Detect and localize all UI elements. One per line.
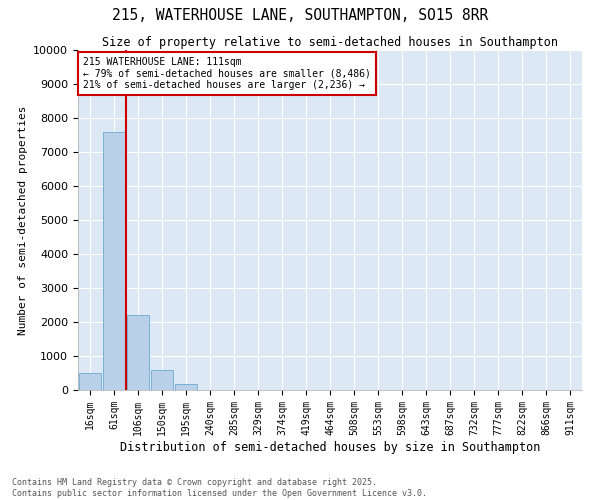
Bar	[151, 370, 173, 390]
Bar	[79, 373, 101, 390]
Text: 215, WATERHOUSE LANE, SOUTHAMPTON, SO15 8RR: 215, WATERHOUSE LANE, SOUTHAMPTON, SO15 …	[112, 8, 488, 22]
Text: Contains HM Land Registry data © Crown copyright and database right 2025.
Contai: Contains HM Land Registry data © Crown c…	[12, 478, 427, 498]
Bar	[175, 384, 197, 390]
X-axis label: Distribution of semi-detached houses by size in Southampton: Distribution of semi-detached houses by …	[120, 440, 540, 454]
Title: Size of property relative to semi-detached houses in Southampton: Size of property relative to semi-detach…	[102, 36, 558, 49]
Text: 215 WATERHOUSE LANE: 111sqm
← 79% of semi-detached houses are smaller (8,486)
21: 215 WATERHOUSE LANE: 111sqm ← 79% of sem…	[83, 57, 371, 90]
Bar	[127, 315, 149, 390]
Y-axis label: Number of semi-detached properties: Number of semi-detached properties	[18, 106, 28, 335]
Bar	[103, 132, 125, 390]
